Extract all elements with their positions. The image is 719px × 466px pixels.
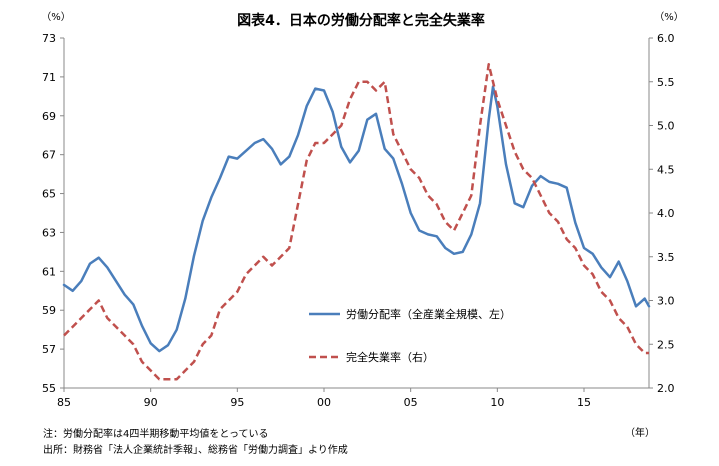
source-text: 出所：財務省「法人企業統計季報」、総務省「労働力調査」より作成	[43, 445, 348, 456]
left-axis-tick-label: 59	[42, 304, 56, 317]
right-axis-tick-label: 4.0	[657, 207, 675, 220]
right-axis-tick-label: 2.5	[657, 338, 675, 351]
right-axis-tick-label: 4.5	[657, 163, 675, 176]
right-axis-tick-label: 3.5	[657, 251, 675, 264]
left-axis-tick-label: 69	[42, 110, 56, 123]
x-axis-tick-label: 85	[57, 396, 71, 409]
left-axis-tick-label: 57	[42, 343, 56, 356]
right-axis-tick-label: 5.5	[657, 76, 675, 89]
left-axis-tick-label: 65	[42, 188, 56, 201]
unemployment-rate-line	[63, 63, 649, 381]
legend-label-unemployment: 完全失業率（右）	[346, 350, 434, 364]
left-axis-tick-label: 63	[42, 226, 56, 239]
left-axis-tick-label: 73	[42, 32, 56, 45]
x-axis-tick-label: 15	[577, 396, 591, 409]
x-axis-tick-label: 05	[404, 396, 418, 409]
x-axis-tick-label: 90	[144, 396, 158, 409]
right-axis-tick-label: 2.0	[657, 382, 675, 395]
right-axis-tick-label: 5.0	[657, 120, 675, 133]
legend: 労働分配率（全産業全規模、左） 完全失業率（右）	[309, 307, 511, 364]
x-axis-tick-label: 00	[317, 396, 331, 409]
x-axis-tick-label: 95	[230, 396, 244, 409]
right-axis-tick-label: 6.0	[657, 32, 675, 45]
right-axis-unit: （%）	[654, 11, 684, 23]
chart-title: 図表4．日本の労働分配率と完全失業率	[237, 12, 485, 29]
right-axis-tick-label: 3.0	[657, 295, 675, 308]
left-axis-unit: （%）	[41, 11, 71, 23]
left-axis-tick-label: 71	[42, 71, 56, 84]
left-axis-tick-label: 55	[42, 382, 56, 395]
series-lines	[62, 63, 651, 381]
x-axis-unit: （年）	[625, 426, 655, 439]
labor-share-line	[62, 85, 651, 353]
left-axis-tick-label: 61	[42, 265, 56, 278]
note-text: 注：労働分配率は4四半期移動平均値をとっている	[43, 429, 269, 440]
axes: 55 57 59 61 63 65 67 69 71 73 2.0 2.5 3.0 3.5 4.0 4.5 5.…	[42, 32, 675, 409]
x-axis-tick-label: 10	[490, 396, 504, 409]
legend-label-labor-share: 労働分配率（全産業全規模、左）	[346, 307, 511, 321]
left-axis-tick-label: 67	[42, 149, 56, 162]
